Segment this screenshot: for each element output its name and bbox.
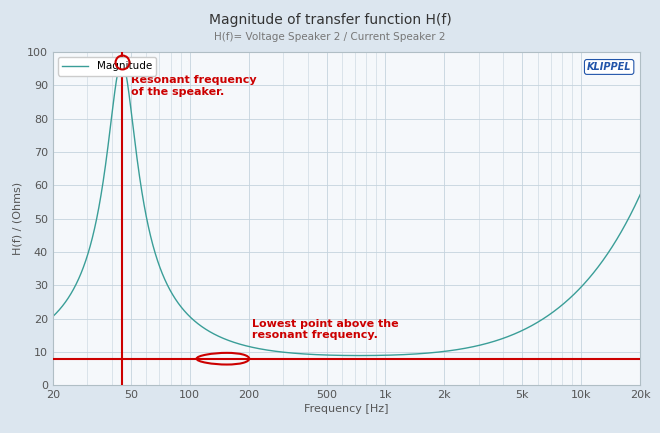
- Text: H(f)= Voltage Speaker 2 / Current Speaker 2: H(f)= Voltage Speaker 2 / Current Speake…: [214, 32, 446, 42]
- Text: KLIPPEL: KLIPPEL: [587, 62, 632, 72]
- Magnitude: [625, 215, 633, 220]
- Magnitude: [117, 59, 125, 65]
- X-axis label: Frequency [Hz]: Frequency [Hz]: [304, 404, 389, 414]
- Line: Magnitude: Magnitude: [53, 62, 640, 355]
- Text: Magnitude of transfer function H(f): Magnitude of transfer function H(f): [209, 13, 451, 27]
- Magnitude: [356, 353, 364, 358]
- Magnitude: [115, 62, 123, 67]
- Magnitude: [49, 314, 57, 319]
- Magnitude: [151, 249, 159, 255]
- Magnitude: [636, 192, 644, 197]
- Magnitude: [300, 351, 308, 356]
- Magnitude: [562, 299, 570, 304]
- Text: Resonant frequency
of the speaker.: Resonant frequency of the speaker.: [131, 75, 256, 97]
- Magnitude: [275, 349, 282, 354]
- Legend: Magnitude: Magnitude: [58, 57, 156, 75]
- Text: Lowest point above the
resonant frequency.: Lowest point above the resonant frequenc…: [252, 319, 399, 340]
- Y-axis label: H(f) / (Ohms): H(f) / (Ohms): [13, 182, 23, 255]
